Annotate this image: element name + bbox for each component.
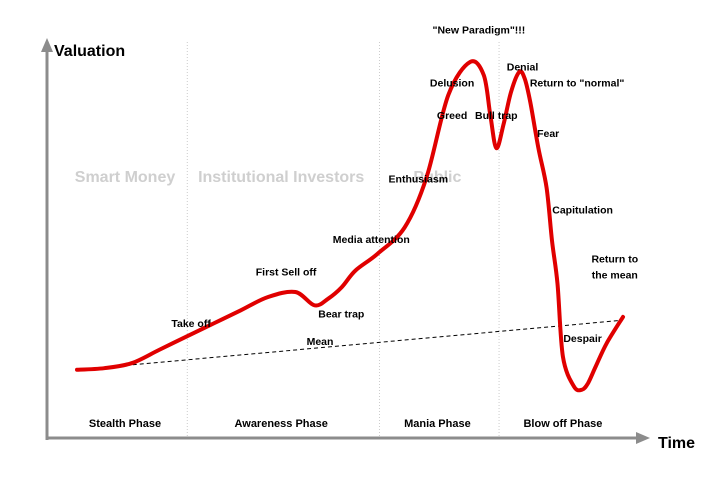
annotation-label-14: Capitulation: [552, 204, 613, 216]
group-label-1: Smart Money: [75, 169, 176, 186]
annotation-label-10: Denial: [507, 61, 539, 73]
annotation-label-9: "New Paradigm"!!!: [432, 25, 525, 37]
phase-label-3: Mania Phase: [404, 418, 471, 430]
group-label-2: Institutional Investors: [198, 169, 364, 186]
annotation-label-8: Delusion: [430, 78, 474, 90]
curve-annotations: Take off First Sell off Bear trap Mean Media…: [171, 25, 638, 349]
annotation-label-17: Despair: [563, 333, 602, 345]
axes: Valuation Time: [41, 38, 695, 452]
valuation-curve: [75, 59, 625, 393]
phase-label-2: Awareness Phase: [235, 418, 328, 430]
annotation-label-5: Media attention: [333, 234, 410, 246]
phase-label-4: Blow off Phase: [523, 418, 602, 430]
x-axis-arrow-icon: [636, 432, 650, 444]
y-axis-label: Valuation: [54, 43, 125, 60]
annotation-label-4: Mean: [307, 336, 334, 348]
y-axis-arrow-icon: [41, 38, 53, 52]
annotation-label-3: Bear trap: [318, 309, 364, 321]
investor-group-labels: Smart Money Institutional Investors Public: [75, 169, 462, 186]
annotation-label-16: the mean: [592, 270, 638, 282]
annotation-label-1: Take off: [171, 318, 211, 330]
annotation-label-12: Return to "normal": [530, 78, 625, 90]
annotation-label-6: Enthusiasm: [389, 174, 449, 186]
annotation-label-13: Fear: [537, 128, 559, 140]
annotation-label-15: Return to: [591, 253, 638, 265]
annotation-label-7: Greed: [437, 110, 467, 122]
annotation-label-11: Bull trap: [475, 110, 518, 122]
mean-trend-line: [76, 319, 624, 371]
annotation-label-2: First Sell off: [256, 267, 317, 279]
phase-labels: Stealth Phase Awareness Phase Mania Phase B…: [89, 418, 602, 430]
x-axis-label: Time: [658, 435, 695, 452]
phase-label-1: Stealth Phase: [89, 418, 161, 430]
